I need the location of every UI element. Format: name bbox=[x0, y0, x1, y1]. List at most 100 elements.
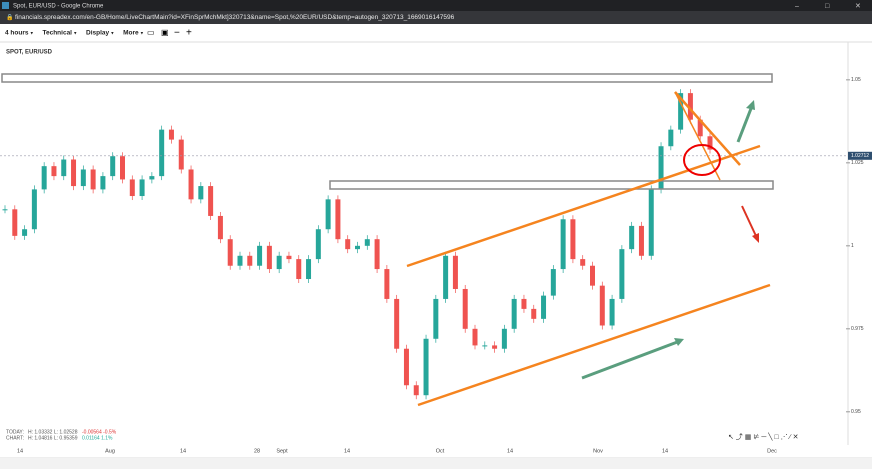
candle bbox=[403, 348, 409, 386]
menu-button[interactable]: 4 hours bbox=[5, 30, 29, 37]
y-tick-label: 1.025 bbox=[851, 160, 864, 166]
stat-text: H: 1.04816 L: 0.95359 bbox=[28, 435, 78, 441]
x-tick-label: Nov bbox=[593, 448, 603, 454]
x-tick-label: Dec bbox=[767, 448, 777, 454]
candle bbox=[629, 225, 635, 250]
candle bbox=[100, 176, 106, 190]
candle bbox=[707, 136, 713, 150]
candle bbox=[638, 225, 644, 256]
candle bbox=[443, 255, 449, 299]
tool[interactable]: ↖ ⤴ ▦ ⊭ ─ ╲ □ ⋰ ∕ ✕ bbox=[728, 432, 799, 441]
dropdown-caret: ▾ bbox=[111, 30, 114, 36]
candle bbox=[139, 179, 145, 197]
candle bbox=[208, 186, 214, 216]
candle bbox=[237, 255, 243, 266]
candle bbox=[325, 199, 331, 230]
candle bbox=[511, 298, 517, 329]
stat-text: H: 1.03332 L: 1.02528 bbox=[28, 429, 78, 435]
candle bbox=[501, 328, 507, 349]
candle bbox=[452, 255, 458, 289]
y-tick-label: 0.95 bbox=[851, 409, 861, 415]
candle bbox=[296, 259, 302, 280]
candle bbox=[345, 239, 351, 250]
candle bbox=[12, 209, 18, 236]
candle bbox=[541, 295, 547, 319]
menu-button[interactable]: More bbox=[123, 30, 139, 37]
candle bbox=[120, 156, 125, 180]
save-icon[interactable]: ▣ bbox=[161, 28, 169, 37]
y-tick-label: 1 bbox=[851, 243, 854, 249]
candle bbox=[609, 298, 615, 326]
zoom-in[interactable]: + bbox=[186, 28, 192, 39]
candle bbox=[188, 169, 194, 200]
candle bbox=[51, 166, 57, 177]
candle bbox=[648, 189, 654, 256]
close[interactable]: ✕ bbox=[855, 3, 861, 10]
x-tick-label: 14 bbox=[344, 448, 350, 454]
x-tick-label: Aug bbox=[105, 448, 115, 454]
candle bbox=[462, 288, 468, 329]
candle bbox=[217, 215, 223, 240]
candle bbox=[286, 255, 292, 260]
maximize[interactable]: □ bbox=[825, 3, 830, 10]
candle bbox=[521, 298, 527, 309]
candle bbox=[159, 129, 165, 177]
candle bbox=[61, 159, 67, 177]
candle bbox=[71, 159, 77, 187]
y-tick-label: 1.05 bbox=[851, 77, 861, 83]
candle bbox=[129, 179, 135, 197]
candle bbox=[472, 328, 478, 346]
candle bbox=[198, 186, 204, 200]
candle bbox=[560, 219, 566, 270]
x-tick-label: 28 bbox=[254, 448, 260, 454]
candle bbox=[374, 239, 380, 270]
candle bbox=[149, 176, 155, 180]
title-bar bbox=[0, 0, 872, 11]
x-tick-label: Sept bbox=[276, 448, 288, 454]
candle bbox=[168, 129, 174, 140]
candle bbox=[315, 229, 321, 260]
dropdown-caret: ▾ bbox=[74, 30, 77, 36]
menu-button[interactable]: Technical bbox=[42, 30, 72, 37]
last-price-box bbox=[848, 151, 872, 160]
window-title: Spot, EUR/USD - Google Chrome bbox=[13, 4, 104, 10]
stat-text: 0.01164 1.1% bbox=[82, 435, 113, 441]
drawing-tools: ↖ ⤴ ▦ ⊭ ─ ╲ □ ⋰ ∕ ✕ bbox=[728, 432, 799, 441]
candle bbox=[306, 259, 312, 280]
candle bbox=[355, 245, 360, 250]
candle bbox=[80, 169, 86, 187]
menu-button[interactable]: Display bbox=[86, 30, 110, 37]
x-tick-label: 14 bbox=[17, 448, 23, 454]
candle bbox=[227, 239, 233, 266]
url-bar bbox=[0, 11, 872, 24]
url[interactable]: financials.spreadex.com/en-GB/Home/LiveC… bbox=[15, 14, 455, 21]
candle bbox=[266, 245, 272, 270]
candle bbox=[599, 285, 605, 326]
candle bbox=[697, 119, 703, 137]
candle bbox=[658, 146, 664, 190]
candle bbox=[433, 298, 439, 339]
candle bbox=[364, 239, 370, 246]
candle bbox=[590, 265, 595, 286]
x-tick-label: Oct bbox=[436, 448, 445, 454]
dropdown-caret: ▾ bbox=[141, 30, 144, 36]
open-icon[interactable]: ▭ bbox=[147, 28, 155, 37]
candle bbox=[423, 338, 429, 396]
x-tick-label: 14 bbox=[180, 448, 186, 454]
candle bbox=[482, 345, 488, 347]
x-tick-label: 14 bbox=[662, 448, 668, 454]
stat-text: CHART: bbox=[6, 435, 24, 441]
minimize[interactable]: – bbox=[795, 3, 799, 10]
candle bbox=[110, 156, 116, 177]
candle bbox=[492, 345, 498, 349]
candle bbox=[335, 199, 341, 240]
zoom-out[interactable]: − bbox=[174, 28, 180, 39]
candle bbox=[531, 308, 537, 319]
candle bbox=[384, 269, 390, 299]
x-tick-label: 14 bbox=[507, 448, 513, 454]
candle bbox=[678, 93, 684, 130]
y-tick-label: 0.975 bbox=[851, 326, 864, 332]
candle bbox=[22, 229, 28, 236]
last-price-label: 1.02712 bbox=[851, 153, 869, 159]
